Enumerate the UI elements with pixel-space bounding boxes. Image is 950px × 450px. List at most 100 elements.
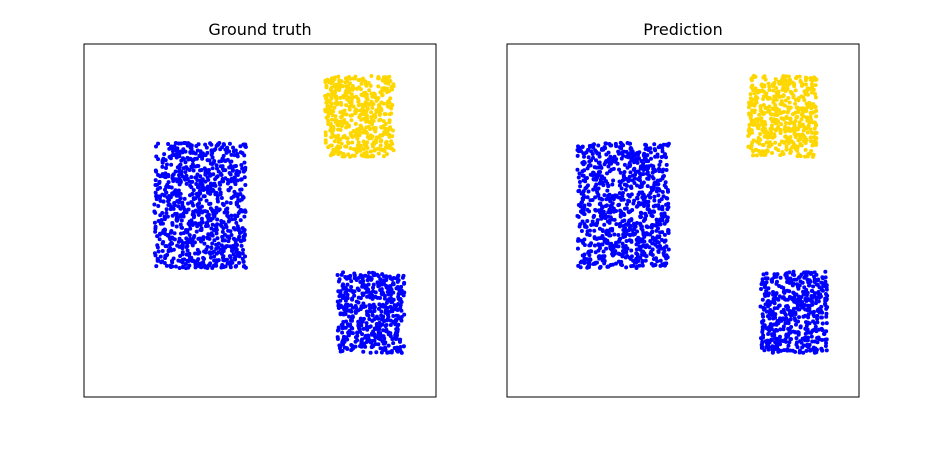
scatter-point bbox=[391, 341, 396, 346]
scatter-point bbox=[180, 240, 185, 245]
scatter-point bbox=[378, 280, 383, 285]
scatter-point bbox=[363, 117, 368, 122]
scatter-point bbox=[174, 147, 179, 152]
scatter-point bbox=[325, 104, 330, 109]
scatter-point bbox=[212, 238, 217, 243]
scatter-point bbox=[242, 214, 247, 219]
scatter-point bbox=[795, 127, 800, 132]
scatter-point bbox=[171, 172, 176, 177]
scatter-point bbox=[349, 118, 354, 123]
scatter-point bbox=[823, 269, 828, 274]
scatter-point bbox=[766, 299, 771, 303]
scatter-point bbox=[765, 276, 770, 281]
scatter-point bbox=[782, 140, 787, 145]
scatter-point bbox=[602, 222, 607, 227]
scatter-point bbox=[402, 280, 407, 285]
scatter-point bbox=[593, 176, 598, 181]
scatter-point bbox=[761, 103, 766, 108]
scatter-point bbox=[629, 192, 634, 197]
scatter-point bbox=[610, 182, 615, 187]
scatter-point bbox=[381, 75, 386, 80]
scatter-point bbox=[767, 345, 772, 350]
scatter-point bbox=[224, 200, 229, 205]
scatter-point bbox=[633, 258, 638, 263]
scatter-point bbox=[385, 102, 390, 107]
scatter-point bbox=[806, 315, 811, 320]
scatter-point bbox=[352, 153, 357, 158]
scatter-point bbox=[338, 293, 343, 298]
scatter-point bbox=[400, 290, 405, 295]
scatter-point bbox=[358, 280, 363, 285]
scatter-point bbox=[758, 304, 763, 309]
scatter-point bbox=[805, 116, 810, 121]
scatter-point bbox=[799, 143, 804, 148]
scatter-point bbox=[760, 325, 765, 330]
scatter-point bbox=[778, 275, 783, 280]
scatter-point bbox=[632, 176, 637, 181]
scatter-point bbox=[380, 93, 385, 97]
scatter-point bbox=[343, 80, 348, 85]
scatter-point bbox=[600, 180, 605, 185]
scatter-point bbox=[185, 230, 190, 235]
scatter-point bbox=[583, 176, 588, 181]
scatter-point bbox=[767, 302, 772, 307]
scatter-point bbox=[345, 140, 350, 145]
scatter-point bbox=[343, 312, 348, 317]
scatter-point bbox=[594, 165, 599, 170]
scatter-point bbox=[590, 198, 595, 203]
scatter-point bbox=[761, 318, 766, 323]
scatter-point bbox=[764, 280, 769, 285]
scatter-point bbox=[328, 153, 333, 158]
scatter-point bbox=[792, 132, 797, 137]
scatter-point bbox=[764, 94, 769, 99]
scatter-point bbox=[386, 286, 391, 291]
scatter-point bbox=[379, 309, 384, 314]
scatter-point bbox=[378, 324, 383, 329]
scatter-point bbox=[780, 94, 785, 99]
scatter-point bbox=[760, 143, 765, 148]
scatter-point bbox=[359, 102, 364, 107]
scatter-point bbox=[795, 97, 800, 102]
scatter-point bbox=[599, 147, 604, 152]
scatter-point bbox=[664, 219, 669, 224]
scatter-point bbox=[153, 229, 158, 234]
scatter-point bbox=[209, 142, 214, 147]
scatter-point bbox=[353, 335, 358, 340]
scatter-point bbox=[187, 251, 192, 256]
scatter-point bbox=[198, 188, 203, 193]
scatter-point bbox=[784, 144, 789, 149]
scatter-point bbox=[384, 152, 389, 157]
scatter-point bbox=[770, 135, 775, 140]
scatter-point bbox=[390, 277, 395, 282]
scatter-point bbox=[184, 165, 189, 170]
scatter-point bbox=[824, 348, 829, 353]
scatter-point bbox=[764, 271, 769, 276]
scatter-point bbox=[374, 137, 379, 142]
scatter-point bbox=[639, 211, 644, 216]
scatter-point bbox=[650, 214, 655, 219]
scatter-point bbox=[384, 283, 389, 288]
scatter-point bbox=[208, 201, 213, 206]
scatter-point bbox=[762, 285, 767, 290]
scatter-point bbox=[577, 180, 582, 185]
scatter-point bbox=[652, 194, 657, 199]
scatter-point bbox=[227, 165, 232, 170]
scatter-point bbox=[800, 280, 805, 285]
scatter-point bbox=[785, 278, 790, 283]
scatter-point bbox=[175, 152, 180, 157]
scatter-point bbox=[763, 106, 768, 111]
scatter-point bbox=[179, 169, 184, 174]
scatter-point bbox=[227, 149, 232, 154]
scatter-point bbox=[205, 209, 210, 214]
scatter-point bbox=[820, 321, 825, 326]
scatter-point bbox=[666, 247, 671, 252]
scatter-point bbox=[581, 211, 586, 216]
scatter-point bbox=[755, 119, 760, 124]
scatter-point bbox=[755, 139, 760, 144]
scatter-point bbox=[214, 251, 219, 256]
scatter-point bbox=[211, 183, 216, 188]
scatter-point bbox=[814, 347, 819, 352]
scatter-point bbox=[660, 146, 665, 151]
scatter-point bbox=[356, 326, 361, 331]
scatter-point bbox=[345, 282, 350, 287]
